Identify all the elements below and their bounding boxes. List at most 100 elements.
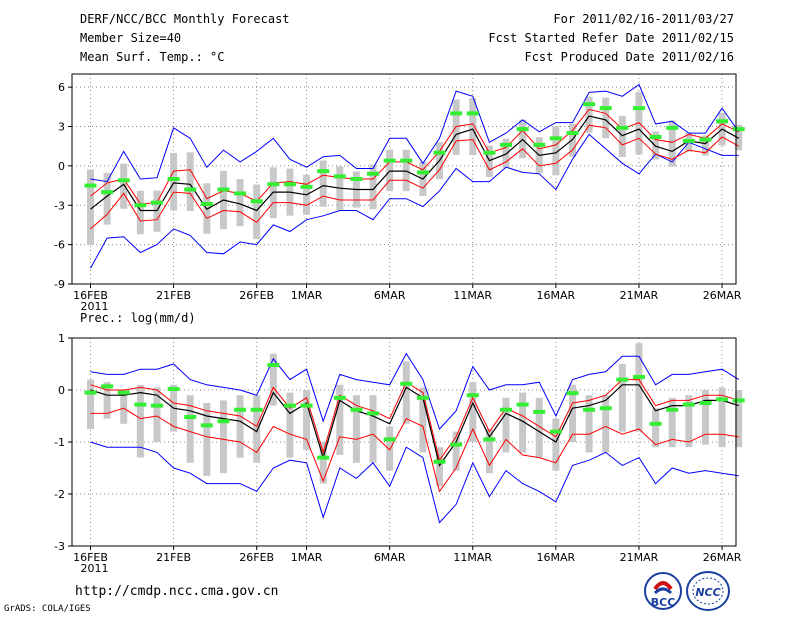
observed-marker [383, 158, 396, 163]
year-label: 2011 [81, 562, 109, 575]
spread-box [253, 395, 261, 463]
observed-marker [150, 200, 163, 205]
observed-marker [732, 398, 745, 403]
spread-box [436, 447, 444, 487]
x-tick-label: 26MAR [703, 551, 742, 564]
observed-marker [250, 199, 263, 204]
observed-marker [333, 395, 346, 400]
observed-marker [649, 135, 662, 139]
observed-marker [500, 407, 512, 412]
observed-marker [101, 384, 114, 389]
observed-marker [383, 437, 396, 442]
plot-frame [71, 73, 737, 285]
spread-box [519, 392, 527, 453]
observed-marker [367, 411, 380, 416]
y-tick-label: -9 [54, 278, 65, 291]
observed-marker [200, 201, 213, 206]
spread-box [236, 395, 244, 458]
observed-marker [483, 437, 496, 442]
observed-marker [666, 125, 679, 130]
panel-label: Prec.: log(mm/d) [80, 311, 196, 325]
spread-box [153, 190, 161, 232]
spread-box [685, 395, 693, 448]
spread-box [352, 395, 360, 463]
observed-marker [150, 403, 163, 408]
spread-box [319, 160, 327, 207]
spread-box [136, 190, 144, 235]
spread-box [552, 418, 560, 471]
x-tick-label: 16MAR [537, 289, 576, 302]
y-tick-label: -2 [54, 488, 65, 501]
spread-box [585, 96, 593, 133]
observed-marker [317, 455, 330, 460]
spread-lower-line [90, 108, 739, 205]
observed-marker [682, 402, 695, 407]
x-tick-label: 26MAR [703, 289, 742, 302]
y-tick-label: 1 [58, 332, 65, 345]
observed-marker [134, 203, 147, 208]
refer-date: Fcst Started Refer Date 2011/02/15 [488, 31, 734, 45]
observed-marker [616, 377, 629, 382]
x-tick-label: 16MAR [537, 551, 576, 564]
chart-title: DERF/NCC/BCC Monthly Forecast [80, 12, 290, 26]
spread-box [552, 126, 560, 176]
spread-box [485, 145, 493, 177]
spread-box [419, 387, 427, 453]
observed-marker [117, 178, 130, 183]
x-tick-label: 21FEB [156, 551, 191, 564]
observed-marker [716, 397, 729, 402]
ensemble-max-line [90, 133, 739, 269]
observed-marker [200, 423, 213, 428]
ensemble-min-line [90, 352, 739, 430]
spread-box [452, 431, 460, 471]
source-url[interactable]: http://cmdp.ncc.cma.gov.cn [75, 584, 279, 599]
observed-marker [167, 386, 180, 391]
spread-box [319, 442, 327, 484]
x-tick-label: 16FEB [73, 289, 108, 302]
spread-box [369, 395, 377, 463]
ensemble-max-line [90, 441, 739, 524]
spread-box [386, 149, 394, 192]
observed-marker [632, 375, 645, 379]
observed-marker [450, 442, 463, 447]
y-tick-label: 6 [58, 81, 65, 94]
spread-box [120, 390, 128, 424]
observed-marker [682, 138, 695, 143]
ncc-logo-text: NCC [695, 586, 720, 599]
observed-marker [217, 419, 230, 424]
observed-marker [583, 102, 596, 107]
x-tick-label: 6MAR [374, 289, 406, 302]
spread-box [652, 408, 660, 448]
spread-box [618, 115, 626, 157]
observed-marker [400, 158, 413, 163]
spread-box [635, 343, 643, 432]
x-tick-label: 11MAR [453, 551, 492, 564]
spread-box [668, 120, 676, 167]
observed-marker [533, 142, 546, 147]
x-tick-label: 21MAR [620, 551, 659, 564]
ncc-logo: NCC [685, 570, 731, 612]
spread-box [269, 353, 277, 406]
observed-marker [84, 183, 97, 188]
observed-marker [400, 381, 413, 386]
ensemble-mean-line [90, 384, 739, 467]
spread-box [153, 387, 161, 442]
grads-credit: GrADS: COLA/IGES [4, 604, 91, 614]
spread-box [735, 390, 743, 448]
y-tick-label: 0 [58, 160, 65, 173]
observed-marker [367, 171, 380, 176]
spread-box [236, 179, 244, 227]
spread-box [286, 392, 294, 458]
y-tick-label: -1 [54, 436, 65, 449]
observed-marker [300, 184, 313, 189]
spread-box [535, 397, 543, 458]
observed-marker [433, 150, 446, 155]
x-tick-label: 21MAR [620, 289, 659, 302]
observed-marker [533, 409, 546, 414]
observed-marker [632, 106, 645, 111]
observed-marker [333, 174, 346, 179]
observed-marker [350, 177, 363, 181]
observed-marker [566, 131, 579, 136]
spread-box [568, 384, 576, 442]
observed-marker [317, 169, 330, 174]
